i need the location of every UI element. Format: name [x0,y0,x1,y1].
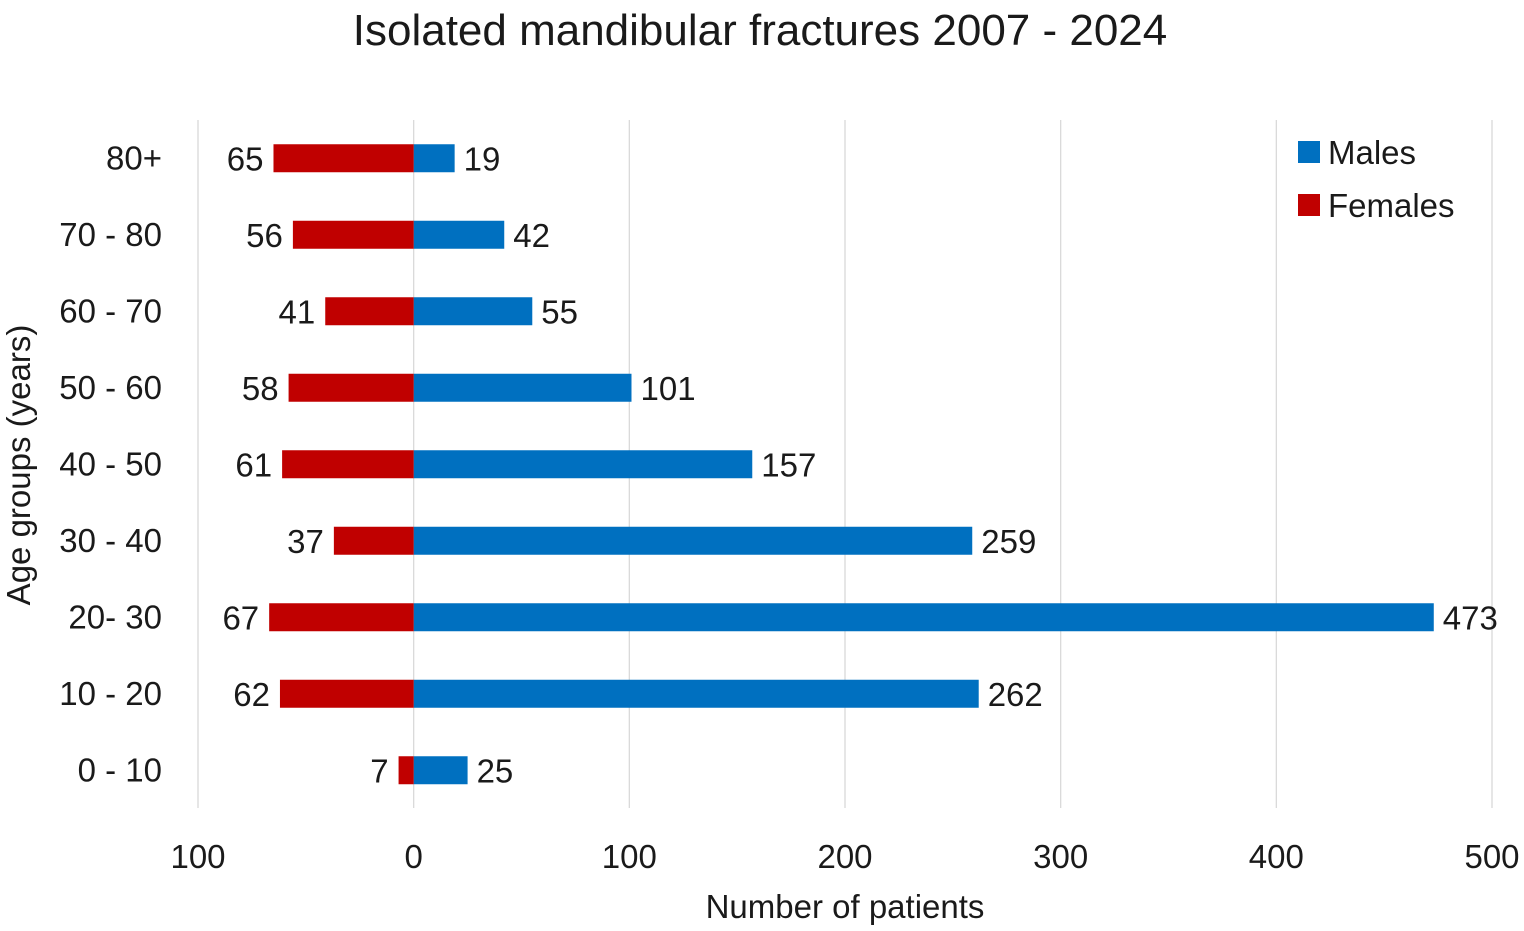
data-labels: 25 262 473 259 157 101 55 42 19 7 62 67 37 61 58 41 56 65 [222,140,1497,789]
legend-swatch-females [1298,194,1320,216]
bars [269,144,1434,785]
data-label: 262 [988,676,1043,713]
data-label: 19 [464,140,501,177]
y-tick-label: 50 - 60 [59,369,162,406]
data-label: 473 [1443,599,1498,636]
x-tick-label: 300 [1033,838,1088,875]
data-label: 259 [981,523,1036,560]
legend-label-females: Females [1328,187,1455,224]
y-tick-label: 0 - 10 [78,751,162,788]
data-label: 42 [513,217,550,254]
y-tick-label: 30 - 40 [59,522,162,559]
legend-label-males: Males [1328,134,1416,171]
data-label: 37 [287,523,324,560]
y-tick-label: 70 - 80 [59,216,162,253]
y-tick-labels: 0 - 10 10 - 20 20- 30 30 - 40 40 - 50 50 - 60… [59,139,162,788]
x-tick-label: 400 [1249,838,1304,875]
data-label: 62 [233,676,270,713]
bar-males [413,756,468,785]
bar-males [413,526,973,555]
data-label: 65 [227,140,264,177]
x-tick-label: 0 [404,838,422,875]
x-tick-label: 500 [1464,838,1519,875]
data-label: 55 [541,293,578,330]
data-label: 25 [477,752,514,789]
y-tick-label: 60 - 70 [59,292,162,329]
x-tick-label: 200 [817,838,872,875]
data-label: 56 [246,217,283,254]
bar-females [273,144,414,173]
data-label: 157 [761,446,816,483]
bar-males [413,679,979,708]
data-label: 58 [242,370,279,407]
bar-females [279,679,414,708]
y-tick-label: 40 - 50 [59,445,162,482]
x-tick-label: 100 [602,838,657,875]
y-axis-label: Age groups (years) [0,325,37,606]
bar-males [413,220,505,249]
bar-females [282,450,414,479]
y-tick-label: 80+ [106,139,162,176]
bar-males [413,373,632,402]
bar-males [413,603,1434,632]
bar-males [413,144,455,173]
bar-females [333,526,414,555]
bar-females [269,603,414,632]
legend: Males Females [1298,134,1455,224]
x-axis-label: Number of patients [706,888,985,925]
bar-females [325,297,414,326]
legend-swatch-males [1298,141,1320,163]
data-label: 7 [370,752,388,789]
y-tick-label: 10 - 20 [59,675,162,712]
bar-males [413,450,753,479]
y-tick-label: 20- 30 [68,598,162,635]
data-label: 41 [279,293,316,330]
bar-females [288,373,414,402]
x-tick-labels: 100 0 100 200 300 400 500 [170,838,1519,875]
data-label: 67 [222,599,259,636]
bar-males [413,297,533,326]
x-tick-label: 100 [170,838,225,875]
data-label: 61 [235,446,272,483]
data-label: 101 [640,370,695,407]
bar-females [292,220,414,249]
chart-title: Isolated mandibular fractures 2007 - 202… [353,6,1168,55]
bar-females [398,756,414,785]
